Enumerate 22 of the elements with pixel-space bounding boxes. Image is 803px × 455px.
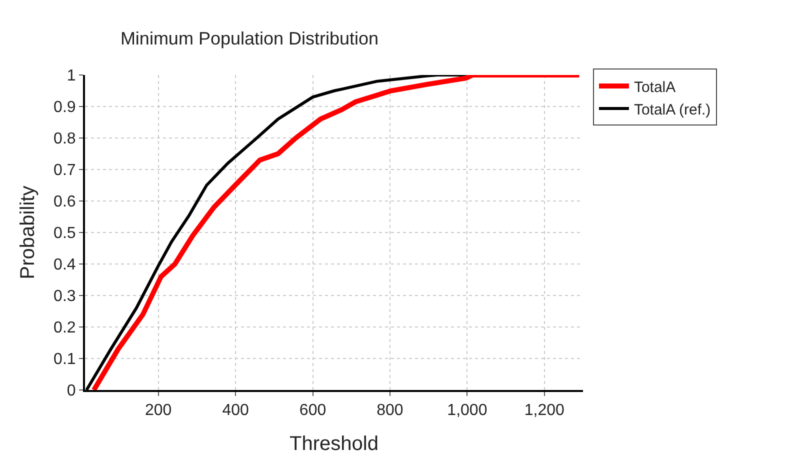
x-tick-label: 800: [376, 402, 404, 420]
y-tick-label: 0.9: [54, 99, 76, 116]
x-tick-label: 600: [299, 402, 326, 420]
y-tick-label: 0.1: [54, 351, 76, 368]
y-tick-label: 0.4: [54, 256, 76, 274]
y-tick-label: 0.7: [54, 162, 76, 180]
y-tick-label: 1: [66, 68, 76, 85]
y-tick-label: 0.2: [54, 320, 76, 337]
chart-title: Minimum Population Distribution: [120, 28, 379, 48]
legend-label: TotalA (ref.): [634, 101, 711, 118]
y-tick-label: 0: [66, 382, 76, 400]
x-axis-title: Threshold: [290, 433, 378, 455]
y-axis-title: Probability: [17, 186, 39, 280]
x-tick-label: 1,200: [524, 402, 565, 420]
legend-label: TotalA: [634, 78, 676, 96]
y-tick-label: 0.5: [54, 225, 76, 242]
y-tick-label: 0.6: [54, 194, 76, 211]
y-tick-label: 0.8: [54, 130, 76, 148]
x-tick-label: 200: [145, 402, 172, 420]
x-tick-label: 400: [222, 402, 250, 420]
x-tick-label: 1,000: [447, 402, 488, 420]
y-tick-label: 0.3: [54, 288, 76, 306]
